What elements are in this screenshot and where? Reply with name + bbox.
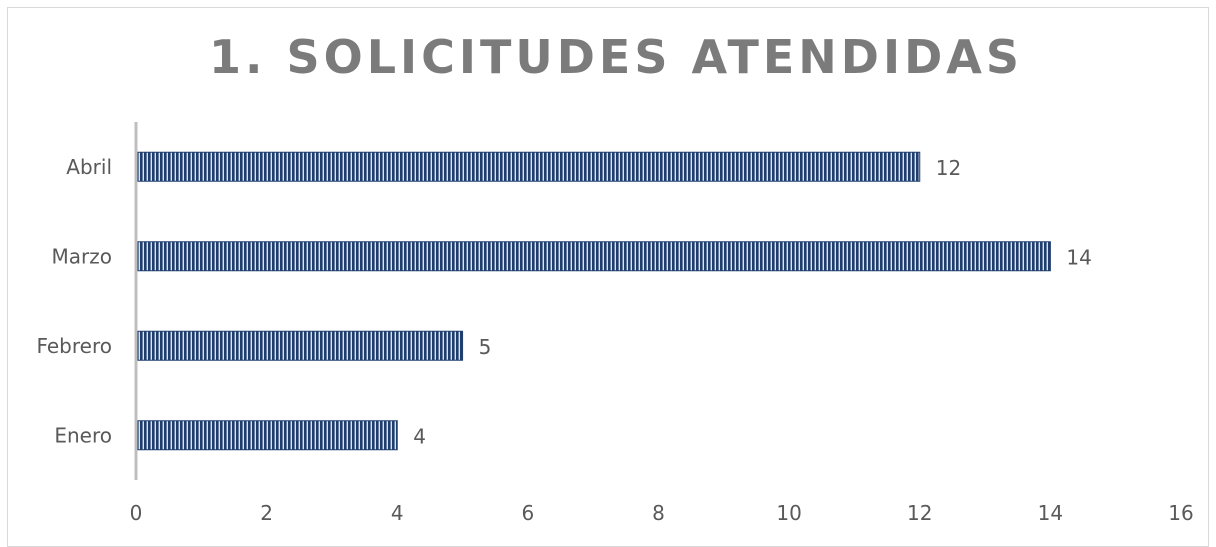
bar-chart: Enero 4 Febrero 5 Marzo 14 Abril 12 0 2 4 6 8 10 12 14 1…: [36, 122, 1194, 525]
x-tick-label: 0: [130, 501, 143, 525]
bar-marzo: [136, 241, 1051, 272]
data-label: 12: [936, 156, 961, 180]
bar-abril: [136, 151, 921, 182]
category-label: Abril: [66, 155, 112, 179]
chart-frame: [7, 7, 1209, 547]
bar-enero: [136, 420, 398, 451]
x-tick-label: 6: [522, 501, 535, 525]
category-label: Febrero: [36, 334, 112, 358]
x-tick-label: 2: [260, 501, 273, 525]
category-label: Marzo: [52, 244, 112, 268]
x-tick-label: 8: [652, 501, 665, 525]
x-tick-label: 10: [776, 501, 801, 525]
data-label: 5: [479, 335, 492, 359]
x-tick-label: 4: [391, 501, 404, 525]
x-tick-label: 16: [1168, 501, 1193, 525]
data-label: 4: [413, 424, 426, 448]
category-label: Enero: [54, 423, 112, 447]
data-label: 14: [1066, 245, 1091, 269]
chart-title: 1. SOLICITUDES ATENDIDAS: [208, 30, 1024, 84]
bar-febrero: [136, 330, 464, 361]
x-tick-label: 12: [907, 501, 932, 525]
x-tick-label: 14: [1038, 501, 1063, 525]
